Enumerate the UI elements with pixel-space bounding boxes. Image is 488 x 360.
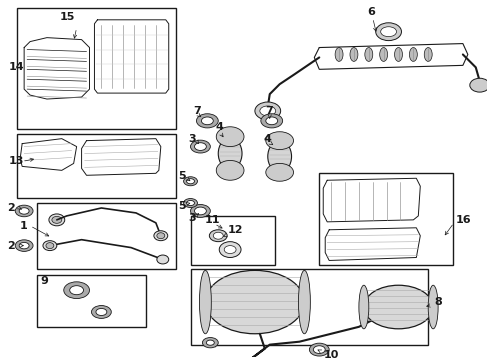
Ellipse shape <box>363 285 432 329</box>
Bar <box>190 269 427 345</box>
Bar <box>190 216 274 265</box>
Ellipse shape <box>206 340 214 345</box>
Ellipse shape <box>213 232 223 239</box>
Ellipse shape <box>199 270 211 334</box>
Ellipse shape <box>254 102 280 120</box>
Bar <box>17 8 175 129</box>
Text: 11: 11 <box>204 215 220 225</box>
Ellipse shape <box>186 179 194 184</box>
Bar <box>37 275 145 327</box>
Ellipse shape <box>201 117 213 125</box>
Ellipse shape <box>19 208 29 214</box>
Text: 1: 1 <box>20 221 28 231</box>
Ellipse shape <box>46 243 54 249</box>
Ellipse shape <box>298 270 310 334</box>
Text: 15: 15 <box>60 12 75 22</box>
Ellipse shape <box>218 138 242 169</box>
Ellipse shape <box>205 270 304 334</box>
Text: 16: 16 <box>455 215 470 225</box>
Text: 12: 12 <box>228 225 243 235</box>
Ellipse shape <box>394 48 402 62</box>
Ellipse shape <box>186 201 194 206</box>
Ellipse shape <box>183 177 197 186</box>
Ellipse shape <box>15 205 33 217</box>
Text: 8: 8 <box>433 297 441 307</box>
Bar <box>319 173 452 265</box>
Ellipse shape <box>15 240 33 251</box>
Ellipse shape <box>154 231 167 241</box>
Text: 7: 7 <box>264 106 272 116</box>
Ellipse shape <box>157 233 164 239</box>
Ellipse shape <box>209 230 227 242</box>
Ellipse shape <box>469 78 488 92</box>
Ellipse shape <box>63 282 89 298</box>
Ellipse shape <box>216 161 244 180</box>
Text: 10: 10 <box>323 350 338 360</box>
Text: 3: 3 <box>188 134 196 144</box>
Ellipse shape <box>190 204 210 217</box>
Ellipse shape <box>70 286 83 295</box>
Ellipse shape <box>260 114 282 128</box>
Ellipse shape <box>43 241 57 251</box>
Text: 4: 4 <box>215 122 223 132</box>
Ellipse shape <box>194 207 206 215</box>
Ellipse shape <box>375 23 401 41</box>
Ellipse shape <box>52 216 61 223</box>
Text: 5: 5 <box>178 201 186 211</box>
Text: 2: 2 <box>7 240 15 251</box>
Ellipse shape <box>183 198 197 207</box>
Ellipse shape <box>190 140 210 153</box>
Ellipse shape <box>358 285 368 329</box>
Text: 6: 6 <box>366 7 374 17</box>
Ellipse shape <box>96 309 106 315</box>
Ellipse shape <box>224 246 236 253</box>
Ellipse shape <box>408 48 416 62</box>
Ellipse shape <box>379 48 387 62</box>
Ellipse shape <box>364 48 372 62</box>
Ellipse shape <box>313 346 325 354</box>
Ellipse shape <box>157 255 168 264</box>
Ellipse shape <box>194 143 206 150</box>
Text: 9: 9 <box>40 276 48 286</box>
Ellipse shape <box>202 338 218 348</box>
Ellipse shape <box>259 106 275 116</box>
Ellipse shape <box>265 163 293 181</box>
Bar <box>17 134 175 198</box>
Text: 4: 4 <box>263 134 271 144</box>
Text: 2: 2 <box>7 203 15 213</box>
Text: 3: 3 <box>188 213 196 223</box>
Ellipse shape <box>427 285 437 329</box>
Ellipse shape <box>380 27 396 37</box>
Text: 14: 14 <box>8 62 24 72</box>
Ellipse shape <box>265 117 277 125</box>
Ellipse shape <box>424 48 431 62</box>
Bar <box>37 203 175 269</box>
Ellipse shape <box>334 48 343 62</box>
Text: 13: 13 <box>8 157 23 166</box>
Ellipse shape <box>49 214 64 226</box>
Ellipse shape <box>349 48 357 62</box>
Ellipse shape <box>216 127 244 147</box>
Text: 7: 7 <box>193 106 201 116</box>
Ellipse shape <box>265 132 293 149</box>
Ellipse shape <box>19 242 29 249</box>
Ellipse shape <box>219 242 241 257</box>
Ellipse shape <box>267 141 291 172</box>
Ellipse shape <box>309 343 328 356</box>
Ellipse shape <box>196 114 218 128</box>
Ellipse shape <box>91 306 111 318</box>
Text: 5: 5 <box>178 171 186 181</box>
